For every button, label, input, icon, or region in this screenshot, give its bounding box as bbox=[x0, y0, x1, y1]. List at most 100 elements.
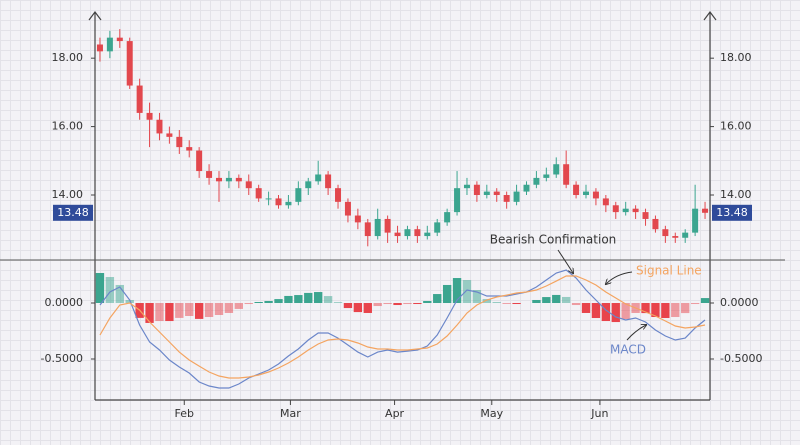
histogram-bar bbox=[105, 277, 115, 304]
candle-body bbox=[672, 236, 679, 238]
histogram-bar bbox=[95, 272, 105, 304]
candle-body bbox=[503, 195, 510, 202]
x-tick-label: Feb bbox=[175, 407, 194, 420]
histogram-bar bbox=[314, 292, 323, 304]
histogram-bar bbox=[353, 303, 363, 313]
histogram-bar bbox=[115, 284, 124, 304]
candle-body bbox=[116, 37, 123, 42]
histogram-bar bbox=[472, 290, 482, 304]
histogram-bar bbox=[185, 303, 194, 316]
histogram-bar bbox=[274, 299, 283, 304]
candle-body bbox=[235, 177, 242, 182]
candle-body bbox=[206, 171, 213, 178]
histogram-bar bbox=[403, 303, 412, 305]
histogram-bar bbox=[145, 303, 154, 323]
y-tick-label: 18.00 bbox=[720, 51, 752, 64]
candle-body bbox=[186, 147, 193, 151]
candle-body bbox=[156, 119, 163, 134]
x-tick-label: Mar bbox=[280, 407, 301, 420]
histogram-bar bbox=[244, 303, 253, 305]
candle-body bbox=[424, 232, 431, 237]
histogram-bar bbox=[562, 296, 571, 304]
y-tick-label: -0.5000 bbox=[720, 352, 762, 365]
histogram-bar bbox=[224, 303, 234, 313]
candle-body bbox=[444, 212, 451, 223]
candle-body bbox=[632, 208, 639, 213]
candle-body bbox=[325, 174, 332, 189]
candle-body bbox=[692, 208, 699, 233]
x-tick-label: Apr bbox=[385, 407, 405, 420]
candle-body bbox=[136, 85, 143, 113]
candle-body bbox=[602, 198, 609, 206]
candle-body bbox=[622, 208, 629, 213]
histogram-bar bbox=[214, 303, 224, 315]
histogram-bar bbox=[482, 298, 491, 304]
histogram-bar bbox=[323, 296, 333, 304]
candle-body bbox=[573, 184, 580, 196]
candle-body bbox=[265, 198, 272, 200]
y-tick-label: 16.00 bbox=[720, 120, 752, 133]
candle-body bbox=[354, 215, 361, 223]
candle-body bbox=[702, 208, 709, 213]
candle-body bbox=[255, 188, 262, 199]
candle-body bbox=[682, 232, 689, 238]
candle-body bbox=[463, 184, 470, 189]
x-tick-label: Jun bbox=[590, 407, 608, 420]
candle-body bbox=[483, 191, 490, 196]
y-tick-label: 16.00 bbox=[52, 120, 84, 133]
histogram-bar bbox=[502, 303, 511, 304]
histogram-bar bbox=[651, 303, 660, 318]
histogram-bar bbox=[442, 284, 452, 304]
series-line bbox=[99, 275, 706, 379]
candle-body bbox=[96, 44, 103, 52]
histogram-bar bbox=[343, 303, 353, 309]
histogram-bar bbox=[571, 303, 581, 306]
candle-body bbox=[642, 212, 649, 219]
candle-body bbox=[275, 198, 282, 206]
macd-label: MACD bbox=[610, 343, 646, 357]
axis-arrow bbox=[88, 11, 102, 21]
annotation: Bearish Confirmation bbox=[490, 233, 617, 247]
candle-body bbox=[662, 229, 669, 237]
plot: 14.00 14.00 16.00 16.00 18.00 18.00 13.48 13.48… bbox=[41, 29, 762, 420]
candle-body bbox=[305, 181, 312, 189]
candle-body bbox=[493, 191, 500, 196]
histogram-bar bbox=[552, 294, 561, 304]
histogram-bar bbox=[641, 303, 650, 314]
candle-body bbox=[146, 112, 153, 120]
histogram-bar bbox=[175, 303, 184, 318]
candle-body bbox=[374, 218, 381, 237]
histogram-bar bbox=[383, 303, 392, 305]
histogram-bar bbox=[333, 302, 343, 304]
candle-body bbox=[166, 133, 173, 137]
candle-body bbox=[225, 177, 232, 182]
last-price-box bbox=[53, 204, 93, 221]
candle-body bbox=[543, 174, 550, 178]
histogram-bar bbox=[700, 298, 710, 304]
candle-body bbox=[106, 37, 113, 52]
candle-body bbox=[652, 218, 659, 230]
y-tick-label: 0.0000 bbox=[45, 296, 84, 309]
histogram-bar bbox=[621, 303, 630, 320]
histogram-bar bbox=[581, 303, 591, 313]
histogram-bar bbox=[294, 295, 303, 304]
histogram-bar bbox=[611, 303, 620, 323]
y-tick-label: -0.5000 bbox=[41, 352, 83, 365]
candle-body bbox=[434, 222, 441, 233]
y-tick-label: 0.0000 bbox=[720, 296, 759, 309]
candle-body bbox=[394, 232, 401, 237]
histogram-bar bbox=[532, 299, 541, 304]
histogram-bar bbox=[462, 280, 472, 304]
histogram-bar bbox=[234, 303, 243, 309]
histogram-bar bbox=[264, 300, 273, 304]
histogram-bar bbox=[671, 303, 680, 318]
histogram-bar bbox=[284, 295, 293, 304]
histogram-bar bbox=[373, 303, 382, 307]
candle-body bbox=[612, 205, 619, 213]
histogram-bar bbox=[155, 303, 164, 322]
histogram-bar bbox=[452, 278, 462, 304]
histogram-bar bbox=[681, 303, 690, 314]
candle-body bbox=[533, 177, 540, 185]
histogram-bar bbox=[512, 303, 521, 305]
